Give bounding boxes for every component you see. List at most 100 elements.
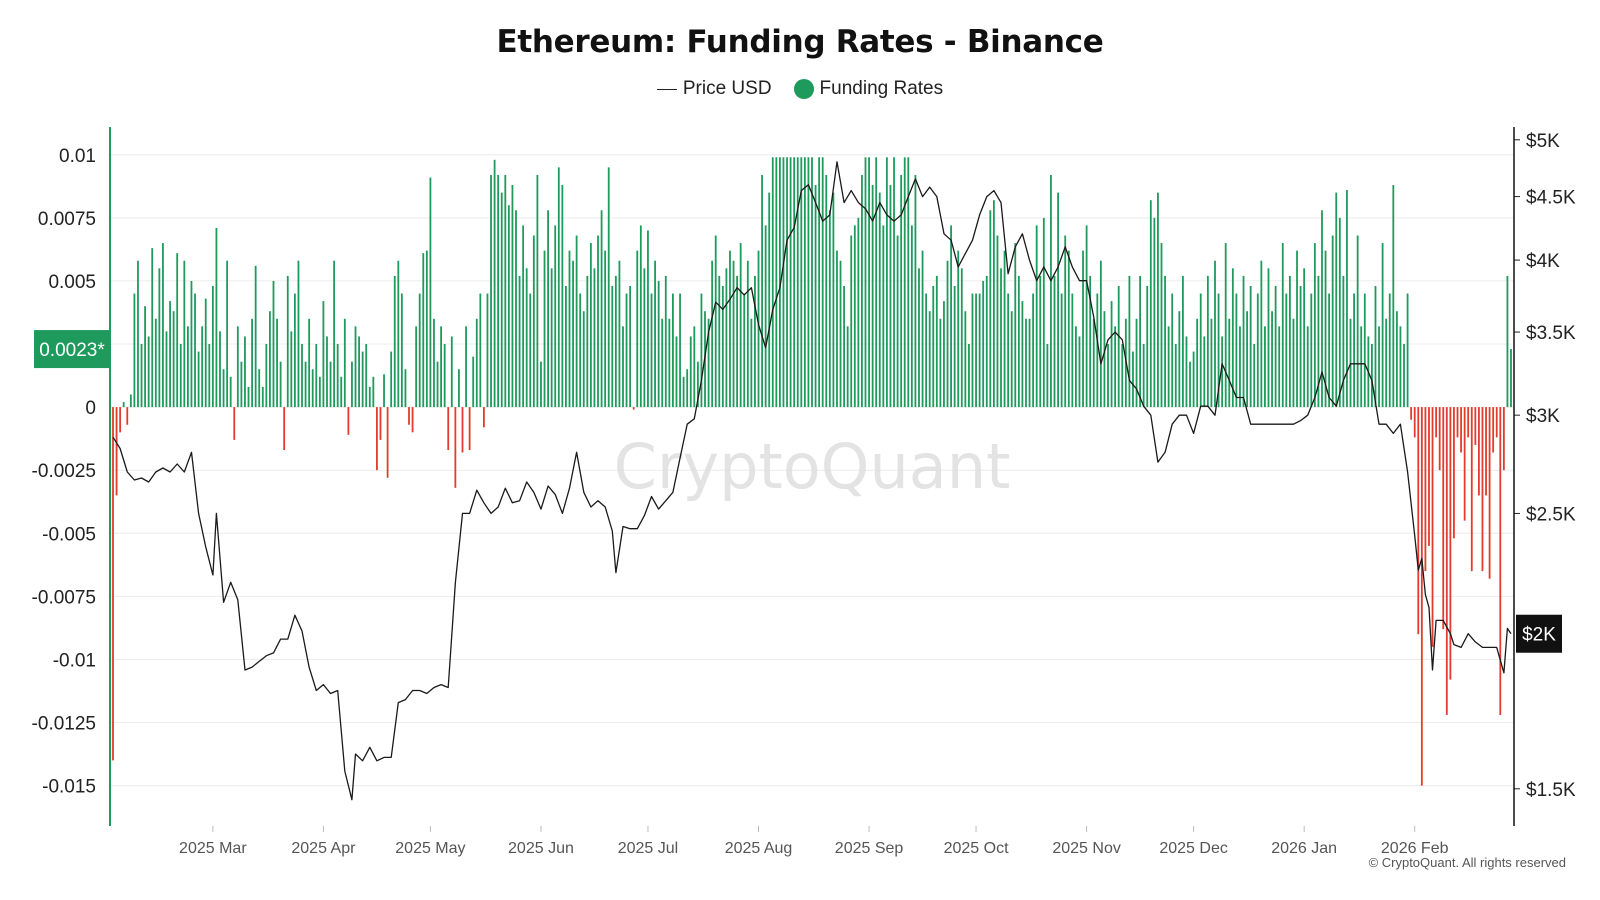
funding-bar-positive <box>604 250 607 408</box>
funding-bar-positive <box>1099 260 1102 408</box>
funding-bar-positive <box>907 157 910 408</box>
funding-bar-negative <box>632 407 635 410</box>
funding-bar-positive <box>176 253 179 408</box>
funding-bar-positive <box>1242 275 1245 408</box>
funding-bar-positive <box>1260 260 1263 408</box>
funding-bar-positive <box>1371 344 1373 408</box>
funding-bar-positive <box>761 174 763 408</box>
funding-bar-negative <box>408 407 410 425</box>
funding-bar-positive <box>194 293 196 408</box>
funding-bar-positive <box>989 210 992 408</box>
funding-bar-negative <box>1410 407 1413 420</box>
funding-bar-positive <box>368 386 371 408</box>
legend-item-funding[interactable]: Funding Rates <box>793 78 943 100</box>
funding-current-badge <box>34 330 110 369</box>
funding-bar-positive <box>308 318 311 408</box>
funding-bar-positive <box>133 293 136 408</box>
funding-bar-positive <box>322 301 325 408</box>
funding-bar-positive <box>650 293 653 408</box>
funding-bar-negative <box>233 407 236 440</box>
funding-bar-positive <box>643 268 646 408</box>
funding-bar-positive <box>333 260 336 408</box>
funding-bar-positive <box>721 285 724 408</box>
x-axis-tick-label: 2025 Jun <box>508 840 574 857</box>
funding-bar-negative <box>115 407 118 496</box>
funding-bar-positive <box>711 260 714 408</box>
funding-bar-positive <box>689 336 692 408</box>
funding-bar-positive <box>1196 318 1199 408</box>
funding-bar-positive <box>718 275 721 408</box>
x-axis-tick-label: 2025 Dec <box>1159 840 1228 857</box>
funding-bar-positive <box>1057 192 1059 408</box>
funding-bar-positive <box>276 318 278 408</box>
funding-bar-positive <box>254 265 257 408</box>
funding-bar-positive <box>661 318 664 408</box>
funding-bar-positive <box>1264 326 1266 408</box>
funding-bar-positive <box>1199 293 1202 408</box>
funding-bar-negative <box>376 407 378 471</box>
funding-bar-positive <box>843 285 845 408</box>
funding-bar-positive <box>372 376 375 408</box>
funding-bar-positive <box>215 227 218 408</box>
funding-bar-positive <box>1206 275 1209 408</box>
funding-bar-positive <box>154 318 157 408</box>
funding-bar-positive <box>568 250 571 408</box>
funding-bar-positive <box>729 250 731 408</box>
funding-bar-positive <box>247 386 250 408</box>
funding-bar-positive <box>693 326 696 408</box>
funding-bar-negative <box>1502 407 1505 471</box>
funding-bar-positive <box>297 260 300 408</box>
price-current-badge <box>1516 614 1562 653</box>
funding-bar-positive <box>803 157 806 408</box>
funding-bar-positive <box>1246 311 1248 408</box>
funding-bar-positive <box>418 293 421 408</box>
x-axis-tick-label: 2025 Mar <box>179 840 247 857</box>
x-axis-tick-label: 2025 Apr <box>291 840 356 857</box>
funding-bar-negative <box>1420 407 1423 786</box>
funding-bar-positive <box>618 260 621 408</box>
funding-bar-positive <box>1395 311 1398 408</box>
funding-bar-positive <box>1039 275 1042 408</box>
funding-bar-positive <box>511 185 514 408</box>
right-axis-tick-label: $4.5K <box>1526 188 1576 209</box>
funding-bar-negative <box>1417 407 1420 635</box>
funding-bar-positive <box>593 268 596 408</box>
funding-bar-positive <box>1071 293 1074 408</box>
funding-bar-negative <box>1428 407 1430 546</box>
funding-bar-positive <box>764 225 767 408</box>
funding-bar-positive <box>261 386 264 408</box>
legend-item-price[interactable]: Price USD <box>656 78 772 100</box>
funding-bar-positive <box>968 344 970 408</box>
funding-bar-positive <box>204 298 207 408</box>
funding-bar-positive <box>696 361 699 408</box>
funding-bar-positive <box>657 280 660 408</box>
funding-bar-positive <box>172 311 175 408</box>
funding-bar-positive <box>647 230 649 408</box>
funding-bar-positive <box>1007 293 1010 408</box>
funding-bar-positive <box>1114 326 1117 408</box>
funding-bar-positive <box>682 376 685 408</box>
left-axis-tick-label: -0.0075 <box>32 587 96 608</box>
funding-bar-negative <box>386 407 389 478</box>
funding-bar-positive <box>821 157 824 408</box>
funding-bar-positive <box>486 293 489 408</box>
funding-bar-positive <box>1399 326 1402 408</box>
funding-bar-negative <box>468 407 471 450</box>
funding-bar-positive <box>343 318 346 408</box>
funding-bar-positive <box>1185 336 1188 408</box>
funding-bar-positive <box>943 301 945 408</box>
funding-bar-positive <box>925 293 928 408</box>
funding-bar-positive <box>996 235 999 408</box>
funding-bar-positive <box>536 174 539 408</box>
funding-bar-positive <box>547 210 549 408</box>
funding-bar-positive <box>1135 318 1138 408</box>
funding-bar-positive <box>1214 260 1216 408</box>
right-axis-tick-label: $3K <box>1526 406 1560 427</box>
funding-bar-positive <box>796 157 799 408</box>
funding-bar-positive <box>269 311 271 408</box>
funding-bar-positive <box>1278 326 1281 408</box>
funding-bar-positive <box>1053 275 1056 408</box>
funding-bar-negative <box>1481 407 1484 572</box>
funding-bar-positive <box>1353 293 1355 408</box>
funding-bar-positive <box>251 318 253 408</box>
